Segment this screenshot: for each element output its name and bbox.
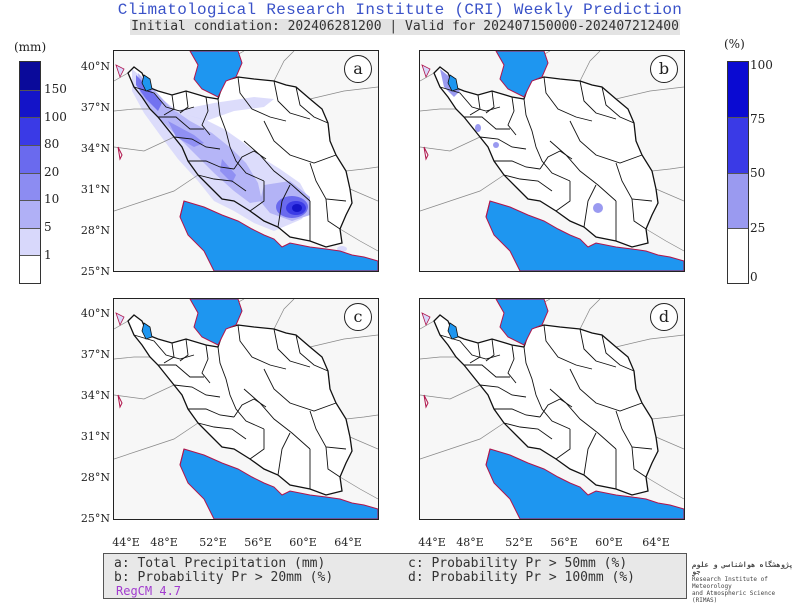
precip-colorbar-unit: (mm): [14, 40, 47, 54]
lon-label-52: 52°E: [199, 536, 227, 549]
lon-label-56: 56°E: [244, 536, 272, 549]
legend-c: c: Probability Pr > 50mm (%): [408, 556, 628, 571]
legend-box: a: Total Precipitation (mm) b: Probabili…: [103, 553, 687, 599]
colorbar-segment: [728, 227, 748, 283]
logo-line-2: and Atmospheric Science (RIMAS): [692, 590, 776, 604]
lat-label-34: 34°N: [80, 389, 110, 402]
lat-label-37: 37°N: [80, 348, 110, 361]
lon-label-52: 52°E: [505, 536, 533, 549]
colorbar-segment: [728, 172, 748, 228]
colorbar-segment: [728, 117, 748, 173]
legend-a: a: Total Precipitation (mm): [114, 556, 326, 571]
lat-label-31: 31°N: [80, 183, 110, 196]
colorbar-segment: [20, 227, 40, 256]
panel-letter-b: b: [650, 55, 678, 83]
colorbar-segment: [20, 172, 40, 201]
prob-tick-50: 50: [750, 166, 766, 180]
colorbar-segment: [20, 117, 40, 145]
prob-tick-100: 100: [750, 58, 773, 72]
panel-letter-a: a: [344, 55, 372, 83]
page-title: Climatological Research Institute (CRI) …: [117, 1, 683, 19]
lon-label-56: 56°E: [550, 536, 578, 549]
legend-d: d: Probability Pr > 100mm (%): [408, 570, 635, 585]
map-panel-c: c: [113, 298, 379, 520]
colorbar-segment: [20, 200, 40, 228]
precip-tick-10: 10: [44, 192, 60, 206]
lon-label-44: 44°E: [112, 536, 140, 549]
prob-colorbar-unit: (%): [724, 37, 745, 51]
page-subtitle: Initial condiation: 202406281200 | Valid…: [130, 19, 680, 35]
lat-label-28: 28°N: [80, 471, 110, 484]
lat-label-25: 25°N: [80, 512, 110, 525]
precip-tick-1: 1: [44, 248, 52, 262]
lat-label-40: 40°N: [80, 307, 110, 320]
prob-tick-75: 75: [750, 112, 766, 126]
colorbar-segment: [20, 255, 40, 283]
model-label: RegCM 4.7: [116, 584, 182, 598]
lon-label-64: 64°E: [334, 536, 362, 549]
prob-colorbar: [727, 61, 749, 284]
colorbar-segment: [20, 62, 40, 90]
precip-tick-80: 80: [44, 137, 60, 151]
lon-label-48: 48°E: [150, 536, 178, 549]
lon-label-60: 60°E: [289, 536, 317, 549]
panel-letter-d: d: [650, 303, 678, 331]
precip-tick-100: 100: [44, 110, 67, 124]
lat-label-40: 40°N: [80, 60, 110, 73]
prob-tick-0: 0: [750, 270, 758, 284]
precip-tick-20: 20: [44, 165, 60, 179]
logo-persian-text: پژوهشگاه هواشناسی و علوم جو: [692, 561, 794, 576]
lon-label-64: 64°E: [642, 536, 670, 549]
colorbar-segment: [20, 89, 40, 118]
colorbar-segment: [728, 62, 748, 118]
lat-label-25: 25°N: [80, 265, 110, 278]
prob-tick-25: 25: [750, 221, 766, 235]
colorbar-segment: [20, 144, 40, 173]
legend-b: b: Probability Pr > 20mm (%): [114, 570, 334, 585]
map-panel-d: d: [419, 298, 685, 520]
lon-label-44: 44°E: [418, 536, 446, 549]
precip-colorbar: [19, 61, 41, 284]
lat-label-34: 34°N: [80, 142, 110, 155]
lat-label-28: 28°N: [80, 224, 110, 237]
map-panel-b: b: [419, 50, 685, 272]
map-panel-a: a: [113, 50, 379, 272]
logo-line-1: Research Institute of Meteorology: [692, 576, 768, 590]
lat-label-31: 31°N: [80, 430, 110, 443]
panel-letter-c: c: [344, 303, 372, 331]
precip-tick-150: 150: [44, 82, 67, 96]
lon-label-60: 60°E: [595, 536, 623, 549]
precip-tick-5: 5: [44, 220, 52, 234]
lon-label-48: 48°E: [456, 536, 484, 549]
institute-logo: پژوهشگاه هواشناسی و علوم جو Research Ins…: [692, 561, 800, 604]
lat-label-37: 37°N: [80, 101, 110, 114]
